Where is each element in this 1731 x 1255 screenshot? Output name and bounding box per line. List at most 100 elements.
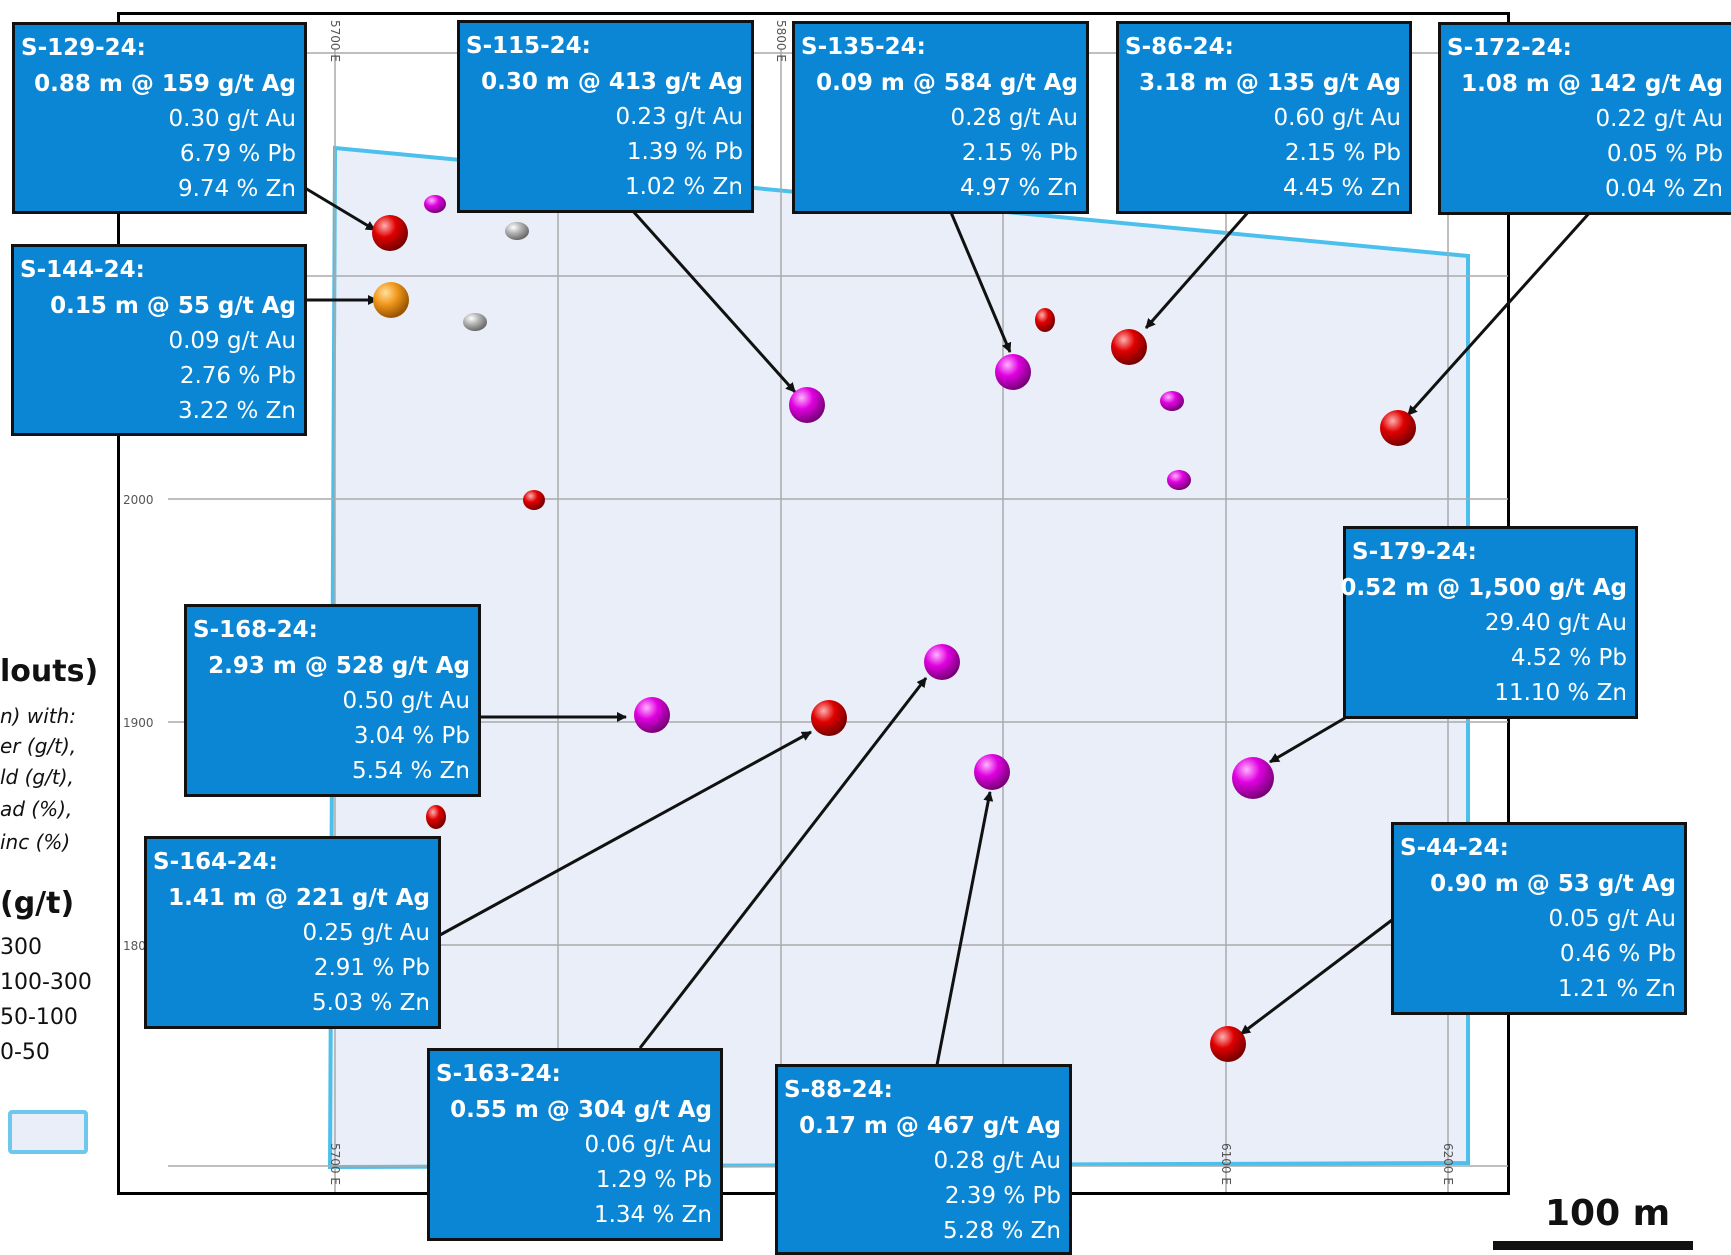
arrow-s-164-24 [439,730,812,937]
callout-s-179-24: S-179-24: 0.52 m @ 1,500 g/t Ag 29.40 g/… [1340,526,1638,719]
intercept-s-163-24 [924,644,960,680]
easting-label-bottom-6100: 6100 E [1219,1143,1233,1185]
hole-id: S-86-24: [1125,34,1234,60]
arrow-s-172-24 [1406,208,1594,417]
callout-s-135-24: S-135-24: 0.09 m @ 584 g/t Ag 0.28 g/t A… [792,21,1089,214]
pb-grade: 4.52 % Pb [1510,645,1627,671]
ag-intercept: 1.41 m @ 221 g/t Ag [168,885,430,911]
ag-intercept: 0.30 m @ 413 g/t Ag [481,69,743,95]
ag-intercept: 0.88 m @ 159 g/t Ag [34,71,296,97]
ag-intercept: 0.55 m @ 304 g/t Ag [450,1097,712,1123]
arrow-s-163-24 [638,677,928,1049]
intercept-s-144-24 [373,282,409,318]
intercept-s-172-24 [1380,410,1416,446]
callout-s-164-24: S-164-24: 1.41 m @ 221 g/t Ag 0.25 g/t A… [144,836,441,1029]
au-grade: 0.23 g/t Au [615,104,743,130]
callout-s-168-24: S-168-24: 2.93 m @ 528 g/t Ag 0.50 g/t A… [184,604,481,797]
arrow-s-129-24 [299,183,376,232]
intercept-s-86-24 [1111,329,1147,365]
legend-class-label: 100-300 [0,970,92,995]
arrow-s-44-24 [1240,918,1393,1036]
ag-intercept: 0.09 m @ 584 g/t Ag [816,70,1078,96]
au-grade: 0.05 g/t Au [1548,906,1676,932]
intercept-s-129-24 [372,215,408,251]
pb-grade: 1.29 % Pb [595,1167,712,1193]
northing-label-2000: 2000 [123,493,154,507]
intercept-s-88-24 [974,754,1010,790]
zn-grade: 11.10 % Zn [1494,680,1627,706]
pb-grade: 2.15 % Pb [1284,140,1401,166]
zn-grade: 9.74 % Zn [177,176,296,202]
callout-s-172-24: S-172-24: 1.08 m @ 142 g/t Ag 0.22 g/t A… [1438,22,1731,215]
pb-grade: 3.04 % Pb [353,723,470,749]
callout-s-129-24: S-129-24: 0.88 m @ 159 g/t Ag 0.30 g/t A… [12,22,307,214]
au-grade: 0.30 g/t Au [168,106,296,132]
ag-intercept: 2.93 m @ 528 g/t Ag [208,653,470,679]
au-grade: 0.50 g/t Au [342,688,470,714]
pb-grade: 2.76 % Pb [179,363,296,389]
intercept-unlabeled [1035,308,1055,332]
easting-label-bottom-5700: 5700 E [328,1143,342,1185]
hole-id: S-172-24: [1447,35,1572,61]
hole-id: S-135-24: [801,34,926,60]
legend-subtitle-line: er (g/t), [0,734,77,758]
pb-grade: 2.91 % Pb [313,955,430,981]
callout-s-115-24: S-115-24: 0.30 m @ 413 g/t Ag 0.23 g/t A… [457,20,754,213]
ag-intercept: 0.17 m @ 467 g/t Ag [799,1113,1061,1139]
pb-grade: 2.39 % Pb [944,1183,1061,1209]
arrow-s-179-24 [1269,716,1346,764]
au-grade: 0.25 g/t Au [302,920,430,946]
intercept-unlabeled [1167,470,1191,490]
au-grade: 0.60 g/t Au [1273,105,1401,131]
zn-grade: 1.21 % Zn [1557,976,1676,1002]
legend-area-swatch [8,1110,88,1154]
intercept-unlabeled [463,313,487,331]
hole-id: S-115-24: [466,33,591,59]
legend-subtitle-line: ad (%), [0,797,73,821]
au-grade: 0.09 g/t Au [168,328,296,354]
intercept-unlabeled [505,222,529,240]
pb-grade: 0.05 % Pb [1606,141,1723,167]
arrow-s-88-24 [935,791,994,1066]
hole-id: S-44-24: [1400,835,1509,861]
au-grade: 0.22 g/t Au [1595,106,1723,132]
northing-label-1800: 180 [123,939,146,953]
hole-id: S-179-24: [1352,539,1477,565]
zn-grade: 5.28 % Zn [942,1218,1061,1244]
callout-s-44-24: S-44-24: 0.90 m @ 53 g/t Ag 0.05 g/t Au … [1391,822,1687,1015]
intercept-s-168-24 [634,697,670,733]
ag-intercept: 0.52 m @ 1,500 g/t Ag [1340,575,1627,601]
easting-label-top-5700: 5700 E [328,20,342,62]
callout-s-86-24: S-86-24: 3.18 m @ 135 g/t Ag 0.60 g/t Au… [1116,21,1412,214]
intercept-s-135-24 [995,354,1031,390]
ag-intercept: 3.18 m @ 135 g/t Ag [1139,70,1401,96]
hole-id: S-168-24: [193,617,318,643]
scale-bar-label: 100 m [1545,1193,1671,1234]
callout-s-163-24: S-163-24: 0.55 m @ 304 g/t Ag 0.06 g/t A… [427,1048,723,1241]
intercept-s-179-24 [1232,757,1274,799]
leader-arrows [299,183,1594,1066]
hole-id: S-164-24: [153,849,278,875]
easting-label-bottom-6200: 6200 E [1441,1143,1455,1185]
zn-grade: 5.03 % Zn [311,990,430,1016]
zn-grade: 3.22 % Zn [177,398,296,424]
intercept-s-115-24 [789,387,825,423]
legend-subtitle-line: inc (%) [0,830,71,854]
legend-silver-header: (g/t) [0,886,75,921]
hole-id: S-144-24: [20,257,145,283]
intercept-unlabeled [426,805,446,829]
au-grade: 29.40 g/t Au [1484,610,1627,636]
hole-id: S-163-24: [436,1061,561,1087]
legend-subtitle-line: ld (g/t), [0,765,74,789]
legend-title: louts) [0,654,99,689]
easting-label-top-5800: 5800 E [774,20,788,62]
zn-grade: 4.97 % Zn [959,175,1078,201]
legend-class-label: 300 [0,935,42,960]
callout-s-88-24: S-88-24: 0.17 m @ 467 g/t Ag 0.28 g/t Au… [775,1064,1072,1255]
callout-s-144-24: S-144-24: 0.15 m @ 55 g/t Ag 0.09 g/t Au… [11,244,307,436]
pb-grade: 0.46 % Pb [1559,941,1676,967]
au-grade: 0.28 g/t Au [950,105,1078,131]
zn-grade: 1.02 % Zn [624,174,743,200]
ag-intercept: 0.90 m @ 53 g/t Ag [1430,871,1676,897]
drill-intercepts [372,195,1416,1062]
